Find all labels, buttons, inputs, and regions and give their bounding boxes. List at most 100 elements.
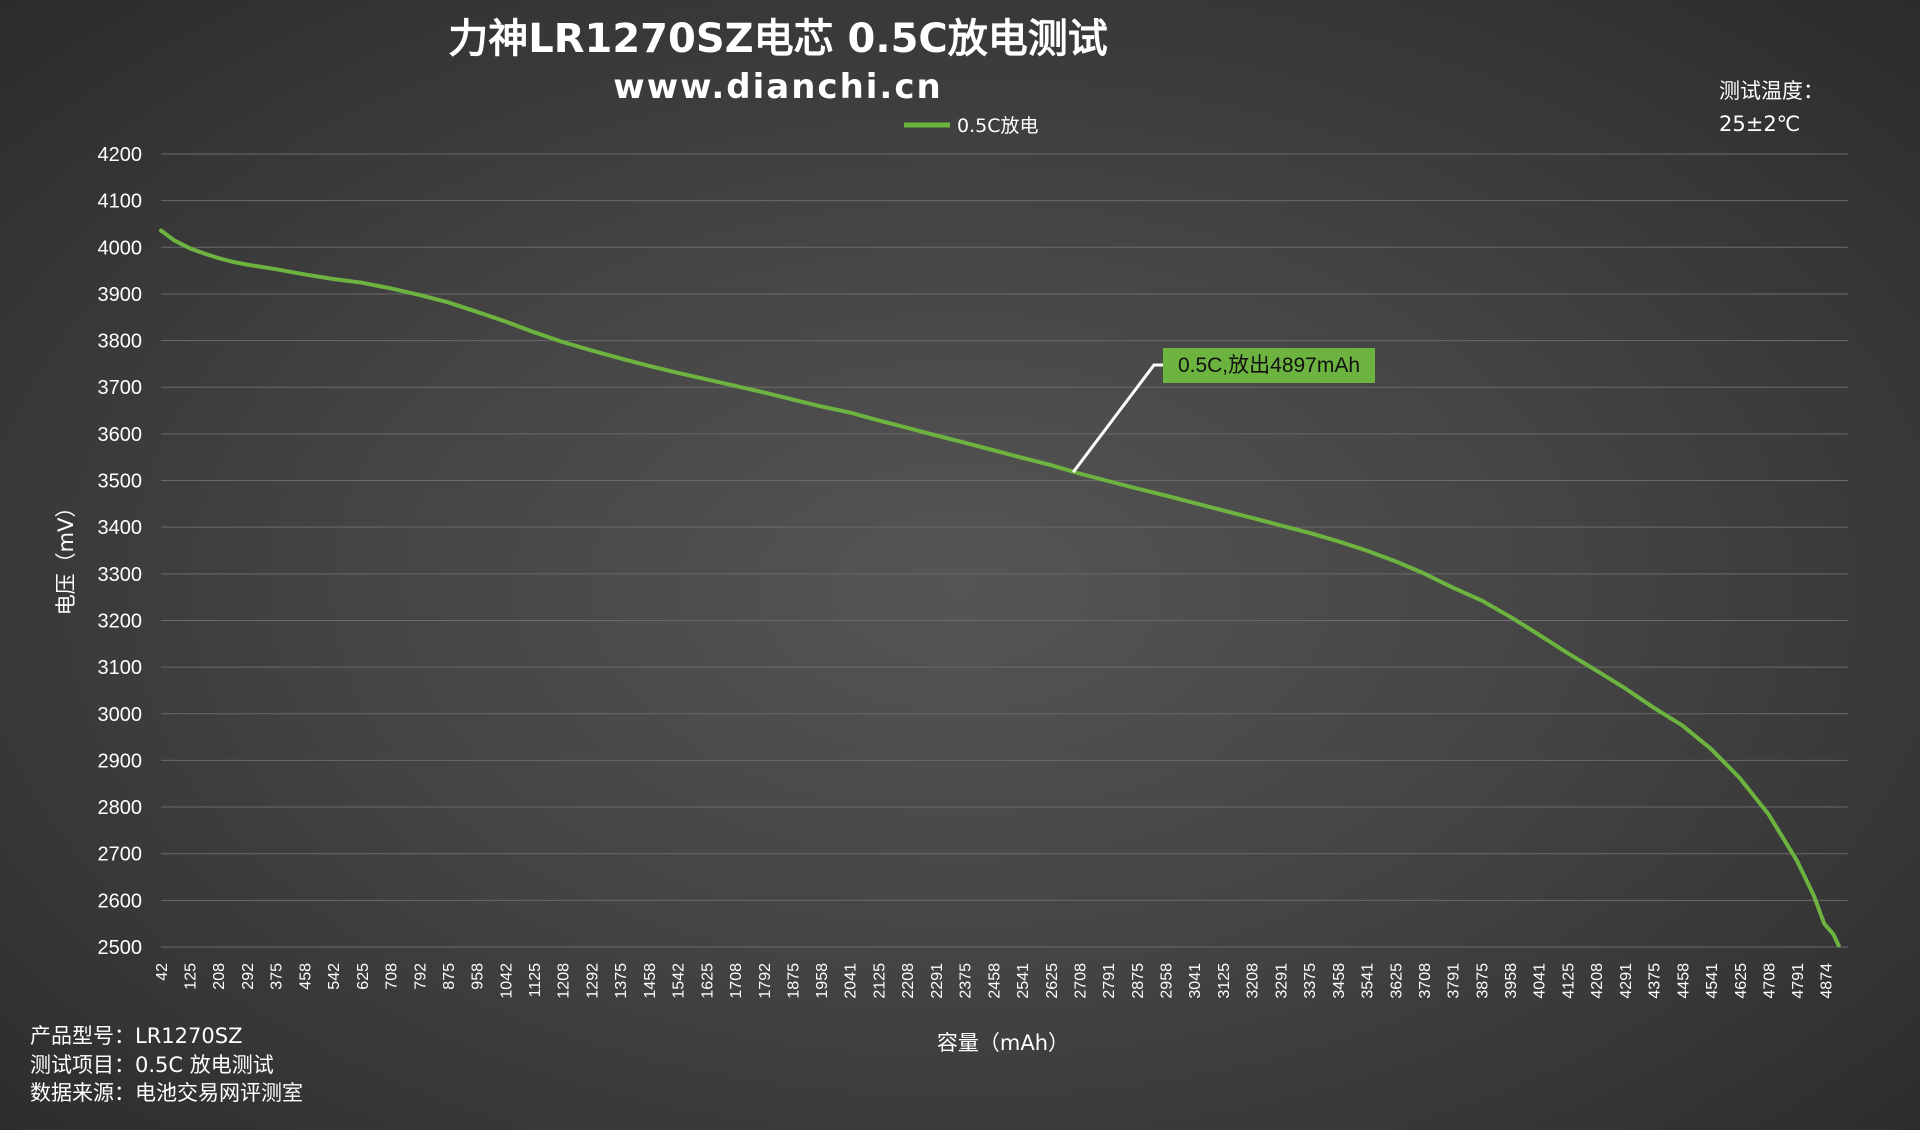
x-tick-label: 1875 xyxy=(785,963,802,999)
footer-test-item: 测试项目：0.5C 放电测试 xyxy=(30,1053,274,1077)
y-tick-label: 3600 xyxy=(98,424,143,446)
x-tick-label: 2958 xyxy=(1159,963,1176,999)
x-tick-label: 4874 xyxy=(1819,963,1836,999)
x-tick-label: 458 xyxy=(297,963,314,990)
x-tick-label: 4791 xyxy=(1790,963,1807,999)
x-tick-label: 4625 xyxy=(1733,963,1750,999)
x-tick-label: 4291 xyxy=(1618,963,1635,999)
temperature-value: 25±2℃ xyxy=(1719,112,1800,136)
x-tick-label: 375 xyxy=(269,963,286,990)
y-tick-label: 2800 xyxy=(98,797,143,819)
x-tick-label: 125 xyxy=(183,963,200,990)
x-tick-label: 1625 xyxy=(699,963,716,999)
x-tick-label: 4708 xyxy=(1761,963,1778,999)
y-tick-label: 3000 xyxy=(98,704,143,726)
x-tick-label: 208 xyxy=(211,963,228,990)
x-tick-label: 1292 xyxy=(585,963,602,999)
x-tick-label: 2125 xyxy=(872,963,889,999)
y-tick-label: 3800 xyxy=(98,331,143,353)
x-tick-label: 2875 xyxy=(1130,963,1147,999)
x-tick-label: 875 xyxy=(441,963,458,990)
legend: 0.5C放电 xyxy=(904,115,1038,137)
y-tick-label: 2700 xyxy=(98,844,143,866)
x-tick-label: 2708 xyxy=(1072,963,1089,999)
callout-box xyxy=(1163,348,1375,383)
chart-subtitle: www.dianchi.cn xyxy=(613,67,942,107)
x-tick-label: 1958 xyxy=(814,963,831,999)
x-tick-label: 1542 xyxy=(671,963,688,999)
x-tick-label: 4541 xyxy=(1704,963,1721,999)
x-tick-label: 792 xyxy=(412,963,429,990)
y-tick-label: 2600 xyxy=(98,890,143,912)
x-tick-label: 4041 xyxy=(1532,963,1549,999)
callout-label: 0.5C,放出4897mAh xyxy=(1178,354,1360,377)
y-tick-label: 3400 xyxy=(98,517,143,539)
x-tick-label: 625 xyxy=(355,963,372,990)
x-tick-label: 2541 xyxy=(1015,963,1032,999)
footer-notes: 产品型号：LR1270SZ 测试项目：0.5C 放电测试 数据来源：电池交易网评… xyxy=(30,1024,303,1105)
x-tick-label: 2458 xyxy=(986,963,1003,999)
x-tick-label: 3458 xyxy=(1331,963,1348,999)
series-layer xyxy=(159,228,1841,948)
y-tick-label: 3300 xyxy=(98,564,143,586)
x-axis-title: 容量（mAh） xyxy=(937,1031,1069,1055)
x-tick-label: 1708 xyxy=(728,963,745,999)
y-tick-label: 2500 xyxy=(98,937,143,959)
x-tick-label: 2375 xyxy=(958,963,975,999)
legend-label: 0.5C放电 xyxy=(957,115,1038,137)
y-tick-label: 3100 xyxy=(98,657,143,679)
x-tick-label: 1458 xyxy=(642,963,659,999)
x-tick-label: 1792 xyxy=(757,963,774,999)
x-tick-label: 3375 xyxy=(1302,963,1319,999)
x-tick-label: 4375 xyxy=(1647,963,1664,999)
y-axis-ticks: 2500 2600 2700 2800 2900 3000 3100 3200 3300 3400… xyxy=(98,144,143,959)
x-tick-label: 3208 xyxy=(1245,963,1262,999)
y-tick-label: 3700 xyxy=(98,377,143,399)
x-tick-label: 3708 xyxy=(1417,963,1434,999)
temperature-note: 测试温度： 25±2℃ xyxy=(1719,79,1824,136)
footer-product-model: 产品型号：LR1270SZ xyxy=(30,1024,242,1048)
x-tick-label: 2625 xyxy=(1044,963,1061,999)
footer-data-source: 数据来源：电池交易网评测室 xyxy=(30,1081,303,1105)
y-tick-label: 4200 xyxy=(98,144,143,166)
x-tick-label: 2791 xyxy=(1101,963,1118,999)
x-tick-label: 3791 xyxy=(1446,963,1463,999)
x-tick-label: 3041 xyxy=(1187,963,1204,999)
annotation-callout: 0.5C,放出4897mAh xyxy=(1072,348,1375,474)
x-tick-label: 3291 xyxy=(1273,963,1290,999)
x-tick-label: 2208 xyxy=(900,963,917,999)
y-tick-label: 3900 xyxy=(98,284,143,306)
x-tick-label: 292 xyxy=(240,963,257,990)
x-tick-label: 4458 xyxy=(1675,963,1692,999)
callout-leader-line xyxy=(1072,363,1163,474)
x-tick-label: 3541 xyxy=(1359,963,1376,999)
x-tick-label: 542 xyxy=(326,963,343,990)
x-tick-label: 1208 xyxy=(556,963,573,999)
y-tick-label: 3500 xyxy=(98,471,143,493)
x-tick-label: 708 xyxy=(383,963,400,990)
x-tick-label: 3875 xyxy=(1474,963,1491,999)
series-line xyxy=(159,228,1841,948)
x-tick-label: 3625 xyxy=(1388,963,1405,999)
x-tick-label: 3958 xyxy=(1503,963,1520,999)
x-tick-label: 4125 xyxy=(1561,963,1578,999)
y-tick-label: 4000 xyxy=(98,237,143,259)
y-axis-title: 电压（mV） xyxy=(54,497,78,616)
x-tick-label: 1375 xyxy=(613,963,630,999)
x-tick-label: 3125 xyxy=(1216,963,1233,999)
x-tick-label: 2291 xyxy=(929,963,946,999)
x-axis-ticks: 42 125 208 292 375 458 542 625 708 792 875 958 1042 1… xyxy=(154,963,1836,999)
y-tick-label: 3200 xyxy=(98,610,143,632)
x-tick-label: 2041 xyxy=(843,963,860,999)
y-tick-label: 4100 xyxy=(98,191,143,213)
x-tick-label: 4208 xyxy=(1589,963,1606,999)
temperature-label: 测试温度： xyxy=(1719,79,1824,103)
grid-lines xyxy=(161,153,1848,948)
chart-title: 力神LR1270SZ电芯 0.5C放电测试 xyxy=(448,16,1108,62)
y-tick-label: 2900 xyxy=(98,750,143,772)
x-tick-label: 1125 xyxy=(527,963,544,998)
x-tick-label: 42 xyxy=(154,963,171,981)
x-tick-label: 958 xyxy=(470,963,487,990)
x-tick-label: 1042 xyxy=(498,963,515,999)
